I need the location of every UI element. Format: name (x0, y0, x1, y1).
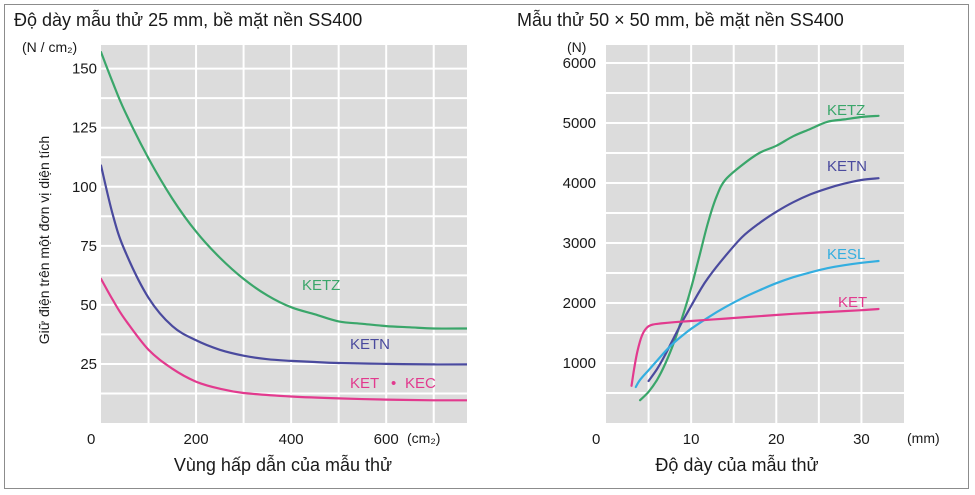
right-label-ketz: KETZ (827, 102, 865, 119)
right-x-tick-30: 30 (853, 431, 870, 448)
right-y-tick-3000: 3000 (563, 235, 596, 252)
right-chart: Mẫu thử 50 × 50 mm, bề mặt nền SS400 100… (517, 9, 940, 475)
left-chart-title: Độ dày mẫu thử 25 mm, bề mặt nền SS400 (14, 9, 362, 30)
left-x-unit: (cm₂) (407, 430, 440, 446)
left-y-tick-150: 150 (72, 61, 97, 78)
left-x-tick-0: 0 (87, 431, 95, 448)
right-y-tick-6000: 6000 (563, 55, 596, 72)
left-series-ketz-line (101, 51, 467, 330)
left-label-ketz: KETZ (302, 277, 340, 294)
left-chart: Độ dày mẫu thử 25 mm, bề mặt nền SS400 2… (14, 9, 467, 475)
left-label-kec: KEC (405, 375, 436, 392)
left-y-tick-50: 50 (80, 297, 97, 314)
left-label-bullet: • (391, 375, 396, 392)
left-x-axis-label: Vùng hấp dẫn của mẫu thử (174, 454, 392, 475)
left-y-tick-25: 25 (80, 356, 97, 373)
right-y-tick-2000: 2000 (563, 295, 596, 312)
right-plot-area (606, 45, 904, 423)
left-grid (101, 45, 467, 423)
right-grid (606, 45, 904, 423)
right-x-unit: (mm) (907, 430, 940, 446)
left-y-tick-75: 75 (80, 238, 97, 255)
figure-frame (4, 4, 969, 489)
left-y-axis-label: Giữ điện trên một đơn vị diện tích (36, 136, 52, 344)
right-x-tick-20: 20 (768, 431, 785, 448)
left-x-tick-200: 200 (184, 431, 209, 448)
left-tick-labels: 25 50 75 100 125 150 0 200 400 600 (72, 61, 399, 448)
right-label-ketn: KETN (827, 158, 867, 175)
right-series-ketz-line (639, 114, 880, 402)
left-label-ketn: KETN (350, 336, 390, 353)
right-y-tick-5000: 5000 (563, 115, 596, 132)
left-y-tick-125: 125 (72, 120, 97, 137)
right-chart-title: Mẫu thử 50 × 50 mm, bề mặt nền SS400 (517, 9, 844, 30)
right-label-kesl: KESL (827, 246, 865, 263)
right-x-tick-10: 10 (683, 431, 700, 448)
right-label-ket: KET (838, 294, 867, 311)
right-series-ket-line (630, 307, 880, 387)
right-x-axis-label: Độ dày của mẫu thử (655, 454, 818, 475)
right-y-tick-4000: 4000 (563, 175, 596, 192)
right-series-ketn-line (647, 177, 880, 383)
right-series-lines (630, 114, 880, 402)
left-plot-area (101, 45, 467, 423)
right-series-kesl-line (634, 259, 880, 389)
left-x-tick-400: 400 (279, 431, 304, 448)
right-x-tick-0: 0 (592, 431, 600, 448)
right-y-tick-1000: 1000 (563, 355, 596, 372)
right-y-unit: (N) (567, 39, 586, 55)
left-series-ket-kec-line (101, 277, 467, 402)
left-series-lines (101, 51, 467, 402)
left-x-tick-600: 600 (374, 431, 399, 448)
left-label-ket: KET (350, 375, 379, 392)
left-y-unit: (N / cm₂) (22, 39, 77, 55)
left-series-ketn-line (101, 164, 467, 366)
left-y-tick-100: 100 (72, 179, 97, 196)
right-tick-labels: 1000 2000 3000 4000 5000 6000 0 10 20 30 (563, 55, 870, 448)
